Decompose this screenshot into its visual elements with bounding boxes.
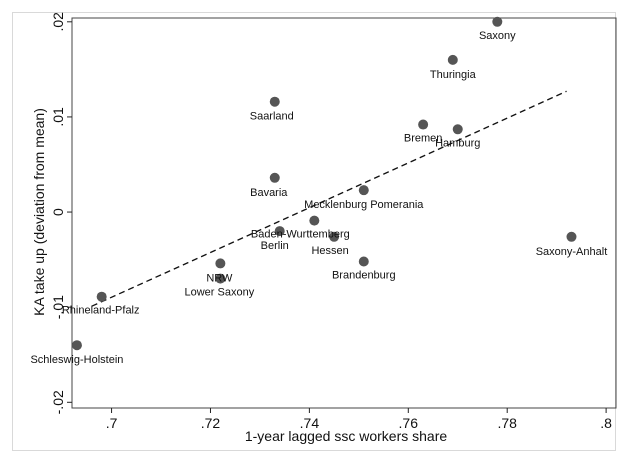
y-tick-label: .01: [50, 107, 66, 127]
x-axis-title: 1-year lagged ssc workers share: [245, 428, 448, 444]
point-label: Saxony-Anhalt: [536, 246, 608, 258]
point-label: Saarland: [250, 111, 294, 123]
data-point: [215, 258, 226, 269]
data-point: [358, 256, 369, 267]
x-tick-label: .78: [497, 415, 517, 431]
data-point: [492, 16, 503, 27]
data-point: [96, 291, 107, 302]
data-point: [215, 273, 226, 284]
plot-frame: [71, 17, 617, 409]
point-label: Hamburg: [435, 137, 480, 149]
data-point: [71, 340, 82, 351]
data-point: [329, 231, 340, 242]
points-group: [71, 16, 577, 351]
x-tick-label: .8: [600, 415, 612, 431]
y-tick-label: 0: [50, 208, 66, 216]
data-point: [269, 96, 280, 107]
x-tick-label: .74: [300, 415, 320, 431]
y-tick-label: -.02: [50, 390, 66, 414]
x-tick-label: .72: [201, 415, 221, 431]
data-point: [309, 215, 320, 226]
y-tick-label: .02: [50, 12, 66, 32]
point-label: Mecklenburg Pomerania: [304, 199, 424, 211]
point-label: Lower Saxony: [185, 287, 255, 299]
x-tick-label: .76: [399, 415, 419, 431]
point-label: Bavaria: [250, 187, 288, 199]
point-label: Baden-Wurttemberg: [251, 229, 350, 241]
y-axis-title: KA take up (deviation from mean): [31, 108, 47, 316]
point-label: Bremen: [404, 133, 443, 145]
data-point: [358, 185, 369, 196]
data-point: [447, 54, 458, 65]
point-label: Rhineland-Pfalz: [62, 305, 140, 317]
x-tick-label: .7: [106, 415, 118, 431]
fitted-line: [91, 90, 567, 307]
data-point: [274, 226, 285, 237]
point-label: Schleswig-Holstein: [30, 354, 123, 366]
y-tick-label: -.01: [50, 295, 66, 319]
point-label: Saxony: [479, 30, 516, 42]
point-label: Brandenburg: [332, 270, 396, 282]
data-point: [566, 231, 577, 242]
data-point: [418, 119, 429, 130]
data-point: [269, 172, 280, 183]
fit-line-group: [91, 90, 567, 307]
point-label: Berlin: [261, 240, 289, 252]
point-label: NRW: [206, 272, 233, 284]
point-label: Thuringia: [430, 69, 477, 81]
axes: .7 .72 .74 .76 .78 .8 -.02 -.01 0 .01 .02: [50, 12, 617, 431]
point-label: Hessen: [311, 245, 348, 257]
data-point: [452, 124, 463, 135]
